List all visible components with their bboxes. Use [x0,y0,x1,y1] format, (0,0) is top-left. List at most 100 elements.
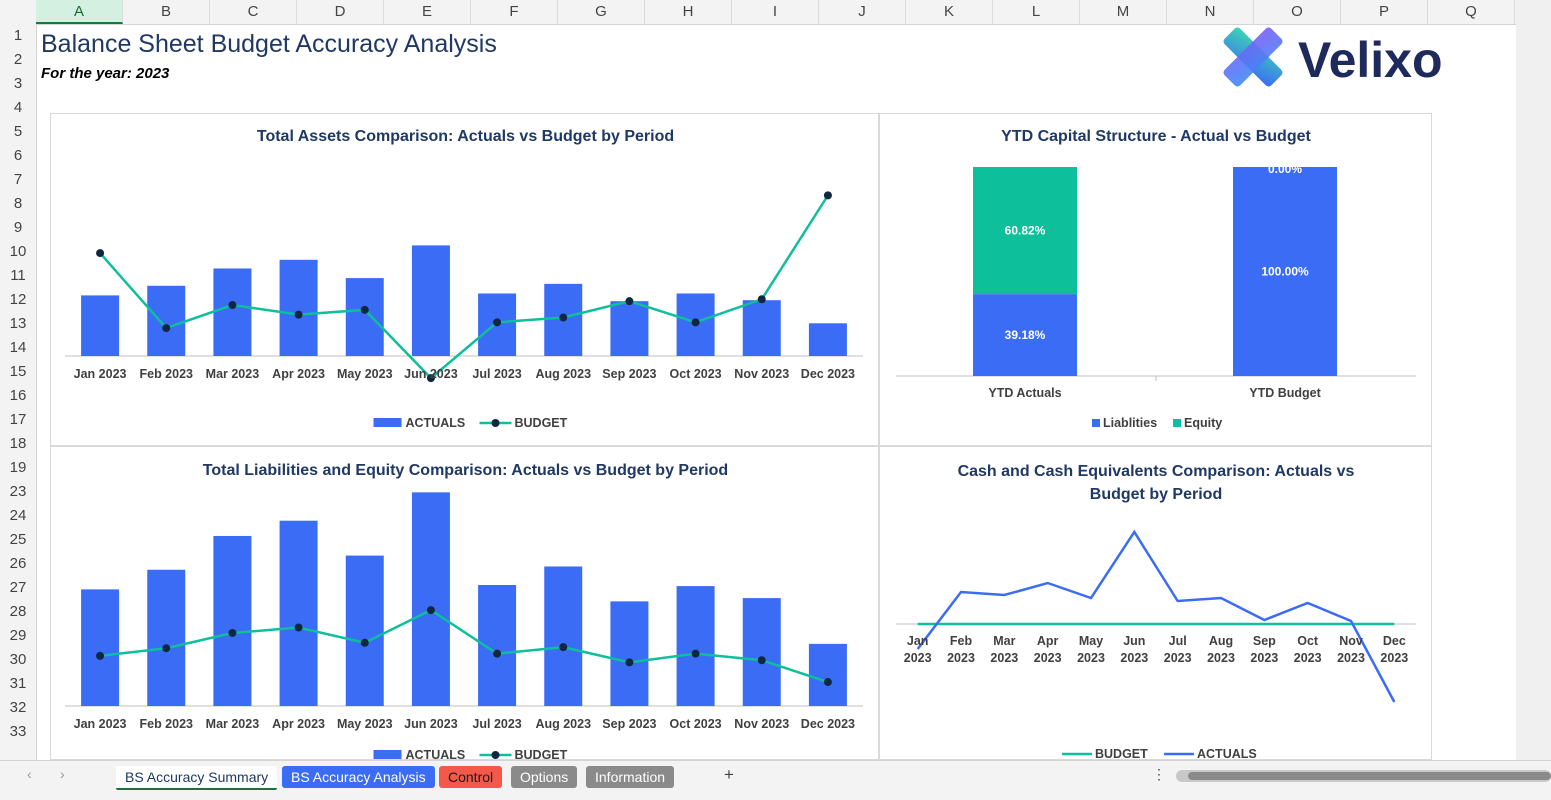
budget-point-12 [823,678,832,687]
x-tick-label: Jun 2023 [404,717,458,731]
x-tick-label-year: 2023 [1380,651,1408,665]
next-sheet-button[interactable]: › [60,766,65,782]
x-tick-label: Feb 2023 [139,717,193,731]
row-header-2[interactable]: 2 [13,51,23,68]
add-sheet-button[interactable]: + [724,765,734,784]
row-header-16[interactable]: 16 [9,387,27,404]
cash-equivalents-chart[interactable]: Cash and Cash Equivalents Comparison: Ac… [879,446,1432,761]
prev-sheet-button[interactable]: ‹ [27,766,32,782]
legend-actuals-swatch [373,418,402,427]
row-header-26[interactable]: 26 [9,555,27,572]
x-tick-label: Aug 2023 [535,717,591,731]
row-header-28[interactable]: 28 [9,603,27,620]
column-header-p[interactable]: P [1341,0,1428,24]
budget-point-9 [625,297,634,306]
data-label: 60.82% [1005,224,1046,238]
row-header-5[interactable]: 5 [13,123,23,140]
row-header-24[interactable]: 24 [9,507,27,524]
column-header-b[interactable]: B [123,0,210,24]
row-header-8[interactable]: 8 [13,195,23,212]
horizontal-scrollbar[interactable] [1176,770,1551,782]
budget-point-6 [426,606,435,615]
x-tick-label: May 2023 [337,367,393,381]
row-header-17[interactable]: 17 [9,411,27,428]
row-header-7[interactable]: 7 [13,171,23,188]
sheet-tab-bar: ‹ › BS Accuracy Summary BS Accuracy Anal… [0,760,1551,793]
tab-bs-accuracy-summary[interactable]: BS Accuracy Summary [116,766,278,790]
row-header-4[interactable]: 4 [13,99,23,116]
budget-point-4 [294,623,303,632]
total-assets-chart[interactable]: Total Assets Comparison: Actuals vs Budg… [50,113,879,446]
row-header-14[interactable]: 14 [9,339,27,356]
row-header-32[interactable]: 32 [9,699,27,716]
bar-actuals-4 [279,259,318,356]
column-header-e[interactable]: E [384,0,471,24]
velixo-logo: Velixo [1223,27,1443,88]
x-tick-label-month: Mar [993,634,1015,648]
x-tick-label-month: Nov [1339,634,1363,648]
column-header-m[interactable]: M [1080,0,1167,24]
budget-point-9 [625,658,634,667]
column-header-k[interactable]: K [906,0,993,24]
column-header-f[interactable]: F [471,0,558,24]
row-header-11[interactable]: 11 [10,267,26,284]
row-header-9[interactable]: 9 [13,219,23,236]
tab-information[interactable]: Information [586,766,675,788]
column-header-j[interactable]: J [819,0,906,24]
bar-actuals-12 [808,323,847,356]
row-header-12[interactable]: 12 [9,291,27,308]
legend-equity-swatch [1173,419,1181,427]
x-tick-label-year: 2023 [1034,651,1062,665]
row-header-23[interactable]: 23 [9,483,27,500]
x-tick-label-year: 2023 [1294,651,1322,665]
column-header-g[interactable]: G [558,0,645,24]
column-header-d[interactable]: D [297,0,384,24]
row-header-33[interactable]: 33 [9,723,27,740]
row-header-3[interactable]: 3 [13,75,23,92]
x-tick-label: Dec 2023 [801,367,855,381]
column-header-q[interactable]: Q [1428,0,1515,24]
column-header-o[interactable]: O [1254,0,1341,24]
budget-point-4 [294,310,303,319]
sheet-title: Balance Sheet Budget Accuracy Analysis [41,30,497,58]
row-header-19[interactable]: 19 [9,459,27,476]
legend-actuals-swatch [373,750,402,759]
column-header-i[interactable]: I [732,0,819,24]
x-tick-label: Mar 2023 [206,717,260,731]
bar-actuals-6 [411,245,450,356]
bar-actuals-11 [742,300,781,356]
chart-title-line2: Budget by Period [1090,486,1222,503]
column-header-h[interactable]: H [645,0,732,24]
row-header-18[interactable]: 18 [9,435,27,452]
budget-point-3 [228,628,237,637]
row-header-29[interactable]: 29 [9,627,27,644]
row-header-10[interactable]: 10 [9,243,27,260]
x-tick-label: Sep 2023 [602,367,656,381]
column-header-c[interactable]: C [210,0,297,24]
chart-title: Total Liabilities and Equity Comparison:… [203,462,728,479]
liabilities-equity-chart[interactable]: Total Liabilities and Equity Comparison:… [50,446,879,761]
legend-equity-label: Equity [1184,416,1222,430]
chart-title: Total Assets Comparison: Actuals vs Budg… [257,128,674,145]
row-header-31[interactable]: 31 [9,675,27,692]
column-header-l[interactable]: L [993,0,1080,24]
vertical-scroll-area[interactable] [1516,0,1551,760]
more-options-icon[interactable]: ⋮ [1152,766,1166,782]
tab-options[interactable]: Options [511,766,578,788]
row-header-27[interactable]: 27 [9,579,27,596]
x-tick-label-year: 2023 [947,651,975,665]
x-tick-label-month: Jan [907,634,929,648]
tab-bs-accuracy-analysis[interactable]: BS Accuracy Analysis [282,766,435,788]
data-label: 39.18% [1005,328,1046,342]
row-header-25[interactable]: 25 [9,531,27,548]
column-header-n[interactable]: N [1167,0,1254,24]
row-header-13[interactable]: 13 [9,315,27,332]
scrollbar-thumb[interactable] [1188,772,1551,780]
capital-structure-chart[interactable]: YTD Capital Structure - Actual vs Budget… [879,113,1432,446]
row-header-6[interactable]: 6 [13,147,23,164]
column-header-a[interactable]: A [36,0,123,24]
row-header-30[interactable]: 30 [9,651,27,668]
row-header-15[interactable]: 15 [9,363,27,380]
row-header-1[interactable]: 1 [13,27,23,44]
tab-control[interactable]: Control [439,766,503,788]
